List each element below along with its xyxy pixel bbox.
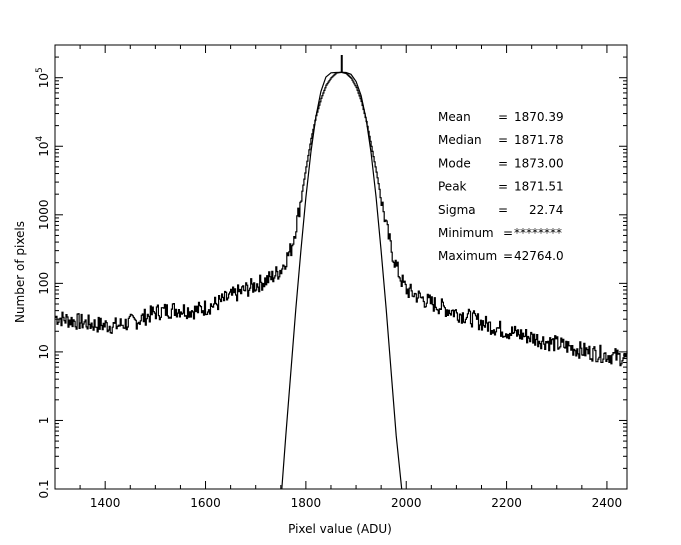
gaussian-fit-series <box>281 71 403 490</box>
x-tick-label: 1800 <box>291 496 322 510</box>
x-axis: 1400 1600 1800 2000 2200 2400 <box>54 45 623 510</box>
stat-label: Maximum <box>438 249 497 263</box>
stat-label: Median <box>438 133 482 147</box>
stat-separator: = <box>498 156 508 170</box>
x-tick-label: 2200 <box>491 496 522 510</box>
x-tick-label: 1600 <box>190 496 221 510</box>
stat-separator: = <box>498 180 508 194</box>
y-tick-label: 0.1 <box>37 479 51 498</box>
y-tick-label: 100 <box>37 272 51 295</box>
y-tick-label-base: 1 <box>37 417 51 425</box>
stats-panel: Mean = 1870.39 Median = 1871.78 Mode = 1873.00 Pe… <box>438 110 564 263</box>
stat-value: 42764.0 <box>514 249 564 263</box>
y-tick-label: 104 <box>35 135 51 156</box>
x-tick-label: 2000 <box>391 496 422 510</box>
stat-row: Median = 1871.78 <box>438 133 564 147</box>
stat-row: Maximum =42764.0 <box>438 249 564 263</box>
stat-row: Mean = 1870.39 <box>438 110 564 124</box>
x-tick-label: 2400 <box>592 496 623 510</box>
y-tick-label-base: 100 <box>37 272 51 295</box>
y-tick-label: 1 <box>37 417 51 425</box>
stat-row: Peak = 1871.51 <box>438 180 564 194</box>
stat-separator: = <box>498 203 508 217</box>
y-tick-label-base: 10 <box>37 73 51 88</box>
stat-value: 1870.39 <box>514 110 564 124</box>
y-tick-label: 10 <box>37 344 51 359</box>
stat-label: Peak <box>438 180 467 194</box>
y-tick-label: 105 <box>35 67 51 88</box>
stat-value: ******** <box>514 226 562 240</box>
stat-label: Mean <box>438 110 471 124</box>
stat-separator: = <box>498 110 508 124</box>
stat-value: 1873.00 <box>514 156 564 170</box>
y-tick-label-exponent: 4 <box>35 135 45 141</box>
x-axis-label: Pixel value (ADU) <box>288 522 392 536</box>
stat-separator: = <box>503 249 513 263</box>
y-tick-label-base: 10 <box>37 344 51 359</box>
y-tick-label-base: 0.1 <box>37 479 51 498</box>
stat-value: 1871.78 <box>514 133 564 147</box>
stat-label: Mode <box>438 156 471 170</box>
stat-row: Sigma = 22.74 <box>438 203 563 217</box>
y-tick-label: 1000 <box>37 200 51 231</box>
stat-label: Minimum <box>438 226 494 240</box>
stat-row: Minimum =******** <box>438 226 562 240</box>
stat-value: 1871.51 <box>514 180 564 194</box>
stat-separator: = <box>503 226 513 240</box>
plot-frame <box>54 44 628 490</box>
y-tick-label-base: 1000 <box>37 200 51 231</box>
series-layer <box>55 55 628 490</box>
plot-border <box>54 44 628 490</box>
stat-row: Mode = 1873.00 <box>438 156 564 170</box>
y-tick-label-exponent: 5 <box>35 67 45 73</box>
stat-label: Sigma <box>438 203 476 217</box>
y-tick-label-base: 10 <box>37 141 51 156</box>
x-tick-label: 1400 <box>90 496 121 510</box>
stat-value: 22.74 <box>529 203 563 217</box>
stat-separator: = <box>498 133 508 147</box>
y-axis-label: Number of pixels <box>13 221 27 323</box>
